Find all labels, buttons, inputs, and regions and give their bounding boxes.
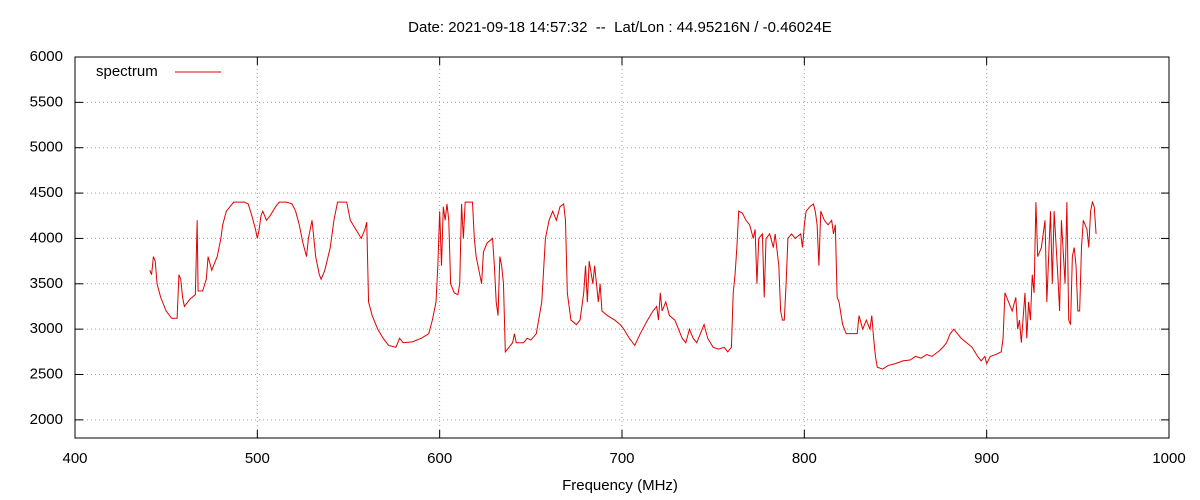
x-tick-label: 800 (792, 450, 817, 467)
y-tick-label: 4000 (30, 229, 63, 246)
x-tick-label: 600 (427, 450, 452, 467)
plot-frame (74, 56, 1170, 439)
y-tick-label: 6000 (30, 48, 63, 65)
x-tick-label: 700 (609, 450, 634, 467)
x-axis-label: Frequency (MHz) (562, 477, 678, 494)
y-tick-label: 5000 (30, 139, 63, 156)
x-tick-label: 1000 (1152, 450, 1185, 467)
chart-title: Date: 2021-09-18 14:57:32 -- Lat/Lon : 4… (408, 19, 832, 36)
y-tick-label: 2000 (30, 411, 63, 428)
legend-label: spectrum (96, 63, 158, 80)
x-tick-label: 400 (62, 450, 87, 467)
y-tick-label: 5500 (30, 93, 63, 110)
y-tick-label: 3000 (30, 320, 63, 337)
y-tick-label: 3500 (30, 275, 63, 292)
data-line (149, 200, 1097, 370)
x-tick-label: 900 (974, 450, 999, 467)
y-tick-label: 4500 (30, 184, 63, 201)
x-tick-label: 500 (245, 450, 270, 467)
y-tick-label: 2500 (30, 365, 63, 382)
